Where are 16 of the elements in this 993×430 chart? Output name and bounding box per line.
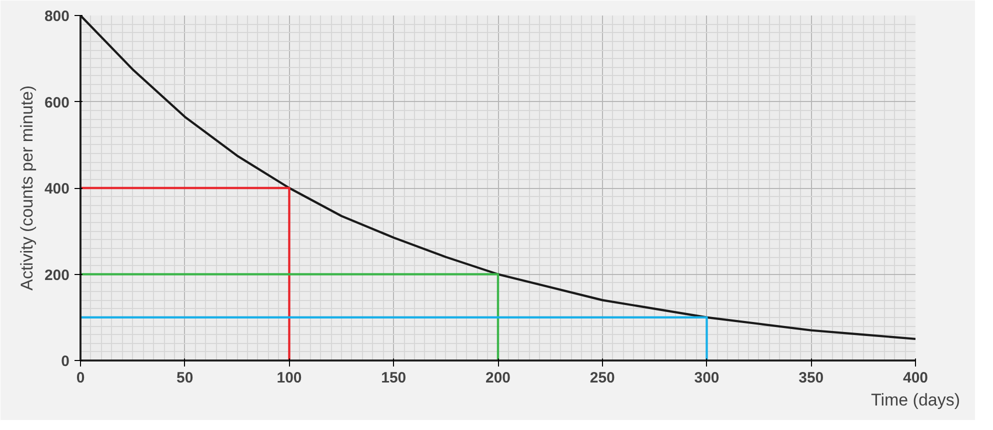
x-tick-label: 400 [902,370,928,386]
x-tick-label: 50 [176,370,194,386]
y-axis-title: Activity (counts per minute) [17,85,36,291]
x-tick-label: 300 [694,370,720,386]
y-tick-label: 0 [61,353,70,370]
x-tick-label: 100 [276,370,302,386]
x-tick-label: 200 [485,370,511,386]
y-tick-label: 200 [44,266,70,284]
x-tick-label: 150 [381,370,406,386]
x-tick-label: 350 [798,370,824,386]
y-tick-label: 600 [44,94,70,112]
y-tick-label: 400 [44,180,70,198]
x-tick-label: 0 [76,370,85,386]
x-axis-title: Time (days) [870,390,960,410]
x-tick-label: 250 [590,370,615,386]
y-tick-label: 800 [44,8,70,25]
